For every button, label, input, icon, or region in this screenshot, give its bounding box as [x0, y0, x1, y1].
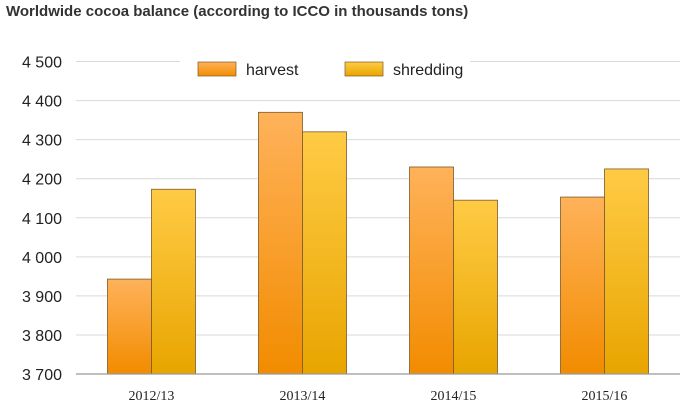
legend-swatch-harvest: [197, 61, 237, 77]
y-tick-label: 4 200: [22, 172, 62, 189]
bar-shredding-2015-16: [604, 168, 649, 375]
y-tick-label: 3 800: [22, 328, 62, 345]
chart-title: Worldwide cocoa balance (according to IC…: [6, 3, 469, 20]
legend-label-shredding: shredding: [393, 62, 463, 79]
bars: [107, 111, 649, 375]
y-tick-label: 4 500: [22, 55, 62, 72]
y-tick-label: 3 900: [22, 289, 62, 306]
legend-swatch-shredding: [344, 61, 384, 77]
y-tick-label: 4 000: [22, 250, 62, 267]
y-tick-label: 4 400: [22, 94, 62, 111]
bar-harvest-2014-15: [409, 166, 454, 375]
x-axis-ticks: 2012/13 2013/14 2014/15 2015/16: [129, 389, 628, 404]
y-tick-label: 4 300: [22, 133, 62, 150]
legend-label-harvest: harvest: [246, 62, 299, 79]
bar-shredding-2012-13: [151, 188, 196, 375]
y-tick-label: 4 100: [22, 211, 62, 228]
y-tick-label: 3 700: [22, 367, 62, 384]
y-axis-ticks: 3 700 3 800 3 900 4 000 4 100 4 200 4 300 4 400…: [22, 55, 62, 384]
x-tick-label: 2015/16: [582, 389, 628, 404]
x-tick-label: 2012/13: [129, 389, 175, 404]
bar-shredding-2014-15: [453, 199, 498, 375]
x-tick-label: 2013/14: [280, 389, 326, 404]
legend: harvest shredding: [180, 54, 470, 84]
bar-harvest-2015-16: [560, 196, 605, 375]
bar-harvest-2012-13: [107, 278, 152, 375]
bar-harvest-2013-14: [258, 111, 303, 375]
bar-shredding-2013-14: [302, 131, 347, 375]
x-tick-label: 2014/15: [431, 389, 477, 404]
